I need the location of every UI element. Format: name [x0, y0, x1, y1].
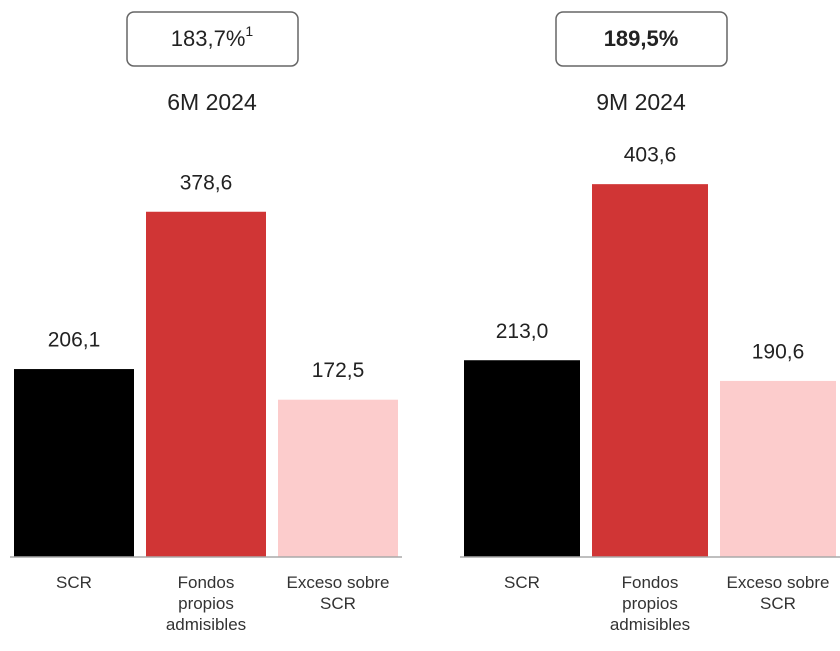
- bar: [592, 184, 708, 557]
- subtitle: 9M 2024: [596, 89, 686, 115]
- title: 183,7%1: [171, 23, 254, 51]
- value-label: 190,6: [752, 340, 805, 363]
- value-label: 213,0: [496, 320, 549, 343]
- value-label: 378,6: [180, 171, 233, 194]
- title-text: 189,5%: [604, 26, 679, 51]
- title-text: 183,7%: [171, 26, 246, 51]
- category-label: Fondos propios admisibles: [165, 573, 247, 634]
- category-label: Exceso sobre SCR: [726, 573, 830, 613]
- title: 189,5%: [604, 26, 679, 51]
- category-label: SCR: [504, 573, 540, 592]
- value-label: 206,1: [48, 329, 101, 352]
- subtitle: 6M 2024: [167, 89, 257, 115]
- bar: [14, 369, 134, 557]
- bar: [720, 380, 836, 557]
- title-box: [126, 11, 299, 67]
- category-label: Exceso sobre SCR: [286, 573, 390, 613]
- value-label: 403,6: [624, 144, 677, 167]
- bar: [146, 211, 266, 557]
- title-box: [555, 11, 728, 67]
- value-label: 172,5: [312, 359, 365, 382]
- category-label: Fondos propios admisibles: [609, 573, 691, 634]
- footnote-mark: 1: [245, 23, 253, 39]
- bar: [278, 399, 398, 557]
- bar: [464, 360, 580, 557]
- category-label: SCR: [56, 573, 92, 592]
